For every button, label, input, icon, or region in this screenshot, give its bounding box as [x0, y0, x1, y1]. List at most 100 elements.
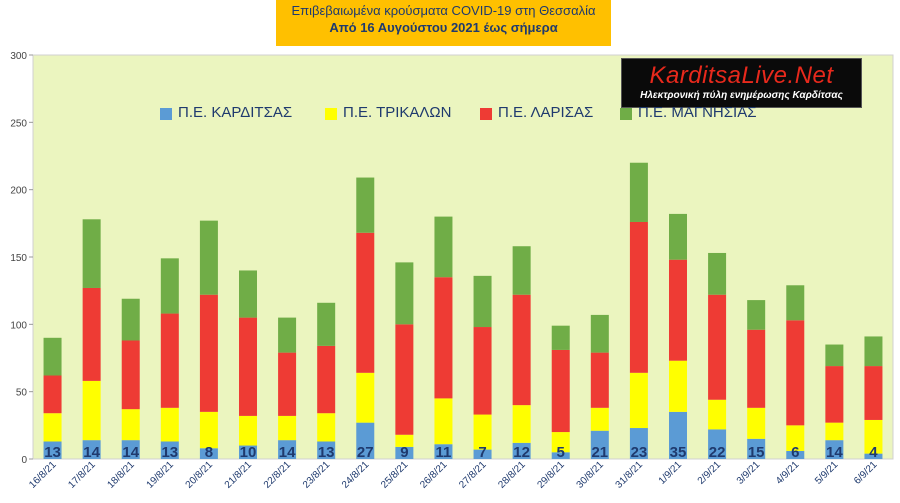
- bar-segment: [317, 441, 336, 459]
- bar-segment: [669, 259, 687, 361]
- data-label: 11: [436, 444, 452, 461]
- bar-segment: [786, 285, 805, 321]
- x-tick-label: 29/8/21: [535, 459, 567, 491]
- bar-segment: [395, 446, 414, 459]
- bar-segment: [864, 453, 883, 459]
- bar-segment: [278, 415, 297, 441]
- bar-segment: [395, 324, 414, 435]
- x-tick-label: 5/9/21: [813, 459, 841, 487]
- bar-segment: [199, 294, 218, 412]
- data-label: 8: [205, 444, 213, 461]
- bar-segment: [512, 294, 531, 406]
- bar-segment: [669, 411, 687, 459]
- bar-segment: [434, 216, 453, 278]
- bar-segment: [356, 232, 375, 373]
- bar-segment: [43, 337, 62, 376]
- data-label: 7: [478, 444, 486, 461]
- data-label: 15: [748, 444, 765, 461]
- bar-segment: [317, 345, 336, 414]
- x-tick-label: 26/8/21: [418, 459, 450, 491]
- bar-segment: [121, 298, 140, 341]
- data-label: 27: [357, 444, 374, 461]
- bar-segment: [317, 413, 336, 442]
- data-label: 10: [240, 444, 257, 461]
- x-tick-label: 21/8/21: [223, 459, 255, 491]
- x-tick-label: 1/9/21: [657, 459, 685, 487]
- data-label: 14: [279, 444, 296, 461]
- data-label: 21: [591, 444, 608, 461]
- bar-segment: [708, 294, 727, 400]
- bar-segment: [590, 430, 609, 459]
- bar-segment: [708, 429, 727, 459]
- y-tick-label: 0: [21, 455, 27, 466]
- bar-segment: [590, 407, 609, 431]
- y-tick-label: 150: [10, 253, 27, 264]
- x-tick-label: 23/8/21: [301, 459, 333, 491]
- legend-label: Π.Ε. ΤΡΙΚΑΛΩΝ: [343, 104, 452, 121]
- data-label: 13: [44, 444, 61, 461]
- bar-segment: [160, 441, 179, 459]
- y-tick-label: 300: [10, 51, 27, 62]
- x-tick-label: 16/8/21: [27, 459, 59, 491]
- bar-segment: [590, 314, 609, 353]
- data-label: 13: [318, 444, 335, 461]
- data-label: 22: [709, 444, 726, 461]
- x-tick-label: 31/8/21: [614, 459, 646, 491]
- bar-segment: [629, 162, 648, 222]
- karditsalive-logo[interactable]: KarditsaLive.Net Ηλεκτρονική πύλη ενημέρ…: [621, 58, 862, 108]
- data-label: 14: [83, 444, 100, 461]
- x-tick-label: 17/8/21: [66, 459, 98, 491]
- legend-swatch: [325, 108, 337, 120]
- bar-segment: [629, 428, 648, 459]
- bar-segment: [434, 277, 453, 399]
- bar-segment: [473, 327, 492, 415]
- bar-segment: [551, 432, 570, 453]
- bar-segment: [473, 449, 492, 459]
- x-tick-label: 4/9/21: [774, 459, 802, 487]
- bar-segment: [43, 413, 62, 442]
- data-label: 5: [557, 444, 565, 461]
- bar-segment: [825, 422, 844, 441]
- bar-segment: [82, 440, 101, 459]
- legend-swatch: [480, 108, 492, 120]
- bar-segment: [786, 320, 805, 426]
- bar-segment: [864, 336, 883, 367]
- data-label: 9: [400, 444, 408, 461]
- bar-segment: [239, 317, 257, 416]
- data-label: 14: [122, 444, 139, 461]
- bar-segment: [82, 380, 101, 441]
- data-label: 23: [631, 444, 648, 461]
- bar-segment: [786, 450, 805, 459]
- legend-swatch: [160, 108, 172, 120]
- legend-label: Π.Ε. ΛΑΡΙΣΑΣ: [498, 104, 594, 121]
- data-label: 4: [869, 444, 878, 461]
- x-tick-label: 20/8/21: [184, 459, 216, 491]
- bar-segment: [199, 448, 218, 459]
- chart-title: Επιβεβαιωμένα κρούσματα COVID-19 στη Θεσ…: [291, 3, 596, 18]
- chart-title-box: Επιβεβαιωμένα κρούσματα COVID-19 στη Θεσ…: [276, 0, 611, 46]
- y-tick-label: 200: [10, 186, 27, 197]
- x-tick-label: 28/8/21: [496, 459, 528, 491]
- bar-segment: [590, 352, 609, 408]
- bar-segment: [747, 407, 766, 439]
- bar-segment: [160, 313, 179, 408]
- bar-segment: [825, 344, 844, 367]
- bar-segment: [160, 258, 179, 314]
- bar-segment: [708, 399, 727, 430]
- bar-segment: [356, 177, 375, 233]
- bar-segment: [43, 375, 62, 414]
- bar-segment: [512, 442, 531, 459]
- bar-segment: [199, 411, 218, 449]
- bar-segment: [278, 352, 297, 416]
- bar-segment: [669, 213, 687, 260]
- bar-segment: [747, 329, 766, 408]
- legend: Π.Ε. ΚΑΡΔΙΤΣΑΣ Π.Ε. ΤΡΙΚΑΛΩΝ Π.Ε. ΛΑΡΙΣΑΣ Π…: [160, 104, 800, 126]
- logo-text: KarditsaLive.Net: [649, 62, 834, 89]
- legend-swatch: [620, 108, 632, 120]
- x-tick-label: 30/8/21: [575, 459, 607, 491]
- y-tick-label: 50: [16, 388, 28, 399]
- bar-segment: [747, 300, 766, 330]
- bar-segment: [356, 422, 375, 459]
- bar-segment: [551, 325, 570, 350]
